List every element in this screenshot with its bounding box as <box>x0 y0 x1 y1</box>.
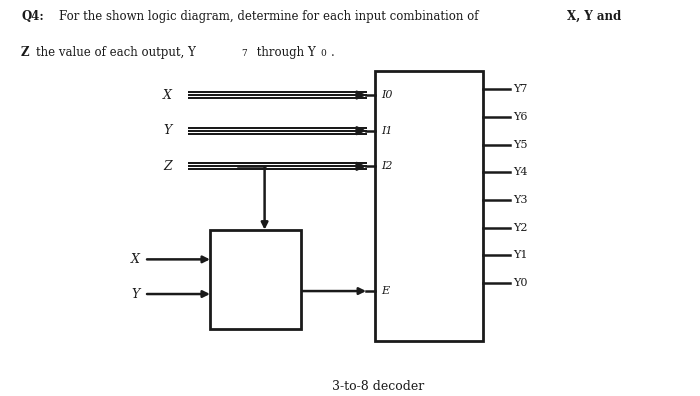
Text: Y2: Y2 <box>513 223 528 233</box>
Text: Y7: Y7 <box>513 84 528 94</box>
Text: X, Y and: X, Y and <box>567 10 622 23</box>
Text: I0: I0 <box>382 90 393 100</box>
Text: .: . <box>331 46 335 59</box>
Text: Y0: Y0 <box>513 278 528 288</box>
Text: MUX: MUX <box>245 282 275 293</box>
Text: Y4: Y4 <box>513 167 528 177</box>
Text: Y: Y <box>132 287 140 301</box>
Text: S: S <box>272 243 279 252</box>
Text: Z: Z <box>21 46 29 59</box>
Text: Z: Z <box>163 160 172 173</box>
Text: Y5: Y5 <box>513 139 528 150</box>
Text: E: E <box>382 286 390 296</box>
Text: Y6: Y6 <box>513 112 528 122</box>
Text: For the shown logic diagram, determine for each input combination of: For the shown logic diagram, determine f… <box>60 10 479 23</box>
Text: X: X <box>162 89 172 101</box>
Text: I2: I2 <box>382 161 393 171</box>
Text: 3-to-8 decoder: 3-to-8 decoder <box>332 380 424 393</box>
Text: the value of each output, Y: the value of each output, Y <box>36 46 196 59</box>
Text: I0: I0 <box>218 255 229 264</box>
Text: Y3: Y3 <box>513 195 528 205</box>
Bar <box>374 71 483 341</box>
Text: 7: 7 <box>241 50 247 59</box>
Text: 0: 0 <box>321 50 326 59</box>
Text: Q4:: Q4: <box>21 10 43 23</box>
Text: Y1: Y1 <box>513 250 528 261</box>
Text: I1: I1 <box>218 289 229 299</box>
Text: X: X <box>131 253 140 266</box>
Bar <box>210 230 301 329</box>
Text: Y: Y <box>163 124 172 137</box>
Text: through Y: through Y <box>253 46 316 59</box>
Text: I1: I1 <box>382 126 393 136</box>
